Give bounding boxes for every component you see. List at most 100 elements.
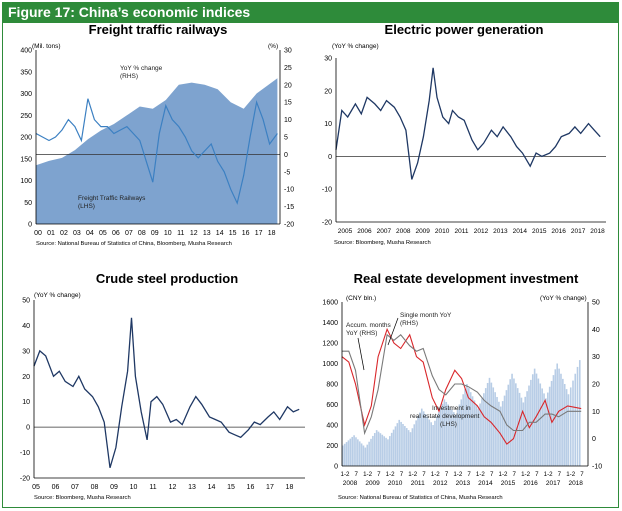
investment-bar (466, 384, 468, 466)
investment-bar (407, 430, 410, 466)
investment-bar (432, 425, 434, 466)
investment-bar (468, 388, 470, 466)
chart4-left-tick-label: 800 (326, 382, 338, 389)
investment-bar (471, 396, 474, 466)
chart4-annotation-investment-3: (LHS) (440, 421, 457, 428)
chart3-ylabel: (YoY % change) (34, 292, 81, 299)
chart3-x-tick-label: 18 (286, 484, 294, 491)
investment-bar (396, 423, 399, 466)
chart2-x-tick-label: 2014 (513, 228, 528, 235)
chart3-y-tick-label: -10 (20, 450, 30, 457)
investment-bar (548, 386, 551, 466)
chart1-left-tick-label: 0 (28, 222, 32, 229)
investment-bar (535, 373, 538, 466)
chart1-x-tick-label: 03 (73, 230, 81, 237)
investment-bar (430, 422, 432, 466)
chart2-x-tick-label: 2017 (571, 228, 586, 235)
chart2-y-tick-label: 10 (324, 121, 332, 128)
investment-bar (366, 444, 369, 466)
chart1-right-tick-label: 10 (284, 117, 292, 124)
chart1-x-tick-label: 17 (255, 230, 263, 237)
chart1-annotation-yoy-rhs: (RHS) (120, 73, 138, 80)
chart3-title: Crude steel production (96, 271, 238, 286)
chart1-right-tick-label: 5 (284, 135, 288, 142)
investment-bar (360, 443, 363, 466)
investment-bar (464, 389, 466, 466)
chart4-x-year-label: 2011 (411, 480, 425, 487)
investment-bar (501, 401, 504, 466)
chart1-left-unit: (Mil. tons) (32, 43, 61, 50)
investment-bar (498, 401, 500, 466)
chart4-x-month-label: 1-2 (453, 471, 463, 478)
chart4-x-month-label: 7 (377, 471, 381, 478)
chart1-x-tick-label: 14 (216, 230, 224, 237)
investment-bar (550, 380, 553, 466)
investment-bar (362, 445, 365, 466)
chart3-y-tick-label: 30 (22, 348, 30, 355)
investment-bar (524, 396, 527, 466)
steel-yoy-line (33, 317, 300, 468)
chart2-y-tick-label: 30 (324, 56, 332, 63)
investment-bar (547, 392, 549, 466)
chart2-x-tick-label: 2010 (435, 228, 450, 235)
chart2-x-tick-label: 2009 (415, 228, 430, 235)
chart2-y-tick-label: -10 (322, 187, 332, 194)
investment-bar (372, 435, 374, 466)
chart3-source: Source: Bloomberg, Musha Research (34, 495, 131, 501)
chart4-x-month-label: 7 (490, 471, 494, 478)
investment-bar (420, 408, 423, 466)
investment-bar (567, 394, 570, 466)
chart3-x-tick-label: 14 (208, 484, 216, 491)
investment-bar (469, 392, 472, 466)
chart1-x-tick-label: 10 (164, 230, 172, 237)
investment-bar (572, 380, 574, 466)
chart4-x-year-label: 2015 (501, 480, 516, 487)
chart4-x-year-label: 2010 (388, 480, 403, 487)
chart1-x-tick-label: 01 (47, 230, 55, 237)
chart1-x-tick-label: 09 (151, 230, 159, 237)
chart2-title: Electric power generation (385, 22, 544, 37)
chart1-x-tick-label: 05 (99, 230, 107, 237)
chart4-annotation-accum-pointer (357, 337, 365, 371)
chart1-left-tick-label: 200 (20, 135, 32, 142)
chart1-right-tick-label: -10 (284, 187, 294, 194)
chart3-y-tick-label: 40 (22, 323, 30, 330)
investment-bar (515, 383, 517, 466)
chart4-x-month-label: 1-2 (499, 471, 509, 478)
investment-bar (458, 404, 461, 466)
investment-bar (462, 394, 464, 466)
chart4-x-year-label: 2014 (478, 480, 493, 487)
chart2-x-tick-label: 2016 (551, 228, 566, 235)
investment-bar (390, 432, 393, 466)
chart3-x-tick-label: 06 (52, 484, 60, 491)
investment-bar (385, 437, 387, 466)
chart4-x-month-label: 7 (422, 471, 426, 478)
investment-bar (383, 436, 385, 466)
chart2-source: Source: Bloomberg, Musha Research (334, 240, 431, 246)
chart3-x-tick-label: 16 (247, 484, 255, 491)
chart2-x-tick-label: 2005 (338, 228, 353, 235)
chart4-x-month-label: 1-2 (408, 471, 418, 478)
chart3-y-tick-label: 20 (22, 374, 30, 381)
investment-bar (375, 430, 378, 466)
chart4-annotation-single-pointer (387, 317, 399, 346)
chart2-y-tick-label: 0 (328, 154, 332, 161)
investment-bar (447, 404, 449, 466)
chart4-annotation-investment-2: real estate development (410, 413, 480, 420)
chart1-x-tick-label: 11 (177, 230, 184, 237)
investment-bar (342, 445, 344, 466)
investment-bar (381, 434, 384, 466)
chart1-left-tick-label: 50 (24, 200, 32, 207)
chart4-x-month-label: 7 (513, 471, 517, 478)
investment-bar (405, 428, 408, 466)
investment-bar (413, 424, 416, 466)
investment-bar (494, 392, 496, 466)
investment-bar (531, 374, 534, 466)
chart4-x-year-label: 2012 (433, 480, 448, 487)
investment-bar (373, 433, 376, 466)
investment-bar (460, 399, 463, 466)
chart4-annotation-single-rhs: (RHS) (400, 320, 418, 327)
chart2-x-tick-label: 2015 (532, 228, 547, 235)
investment-bar (530, 379, 532, 466)
chart4-left-tick-label: 1600 (322, 300, 338, 307)
